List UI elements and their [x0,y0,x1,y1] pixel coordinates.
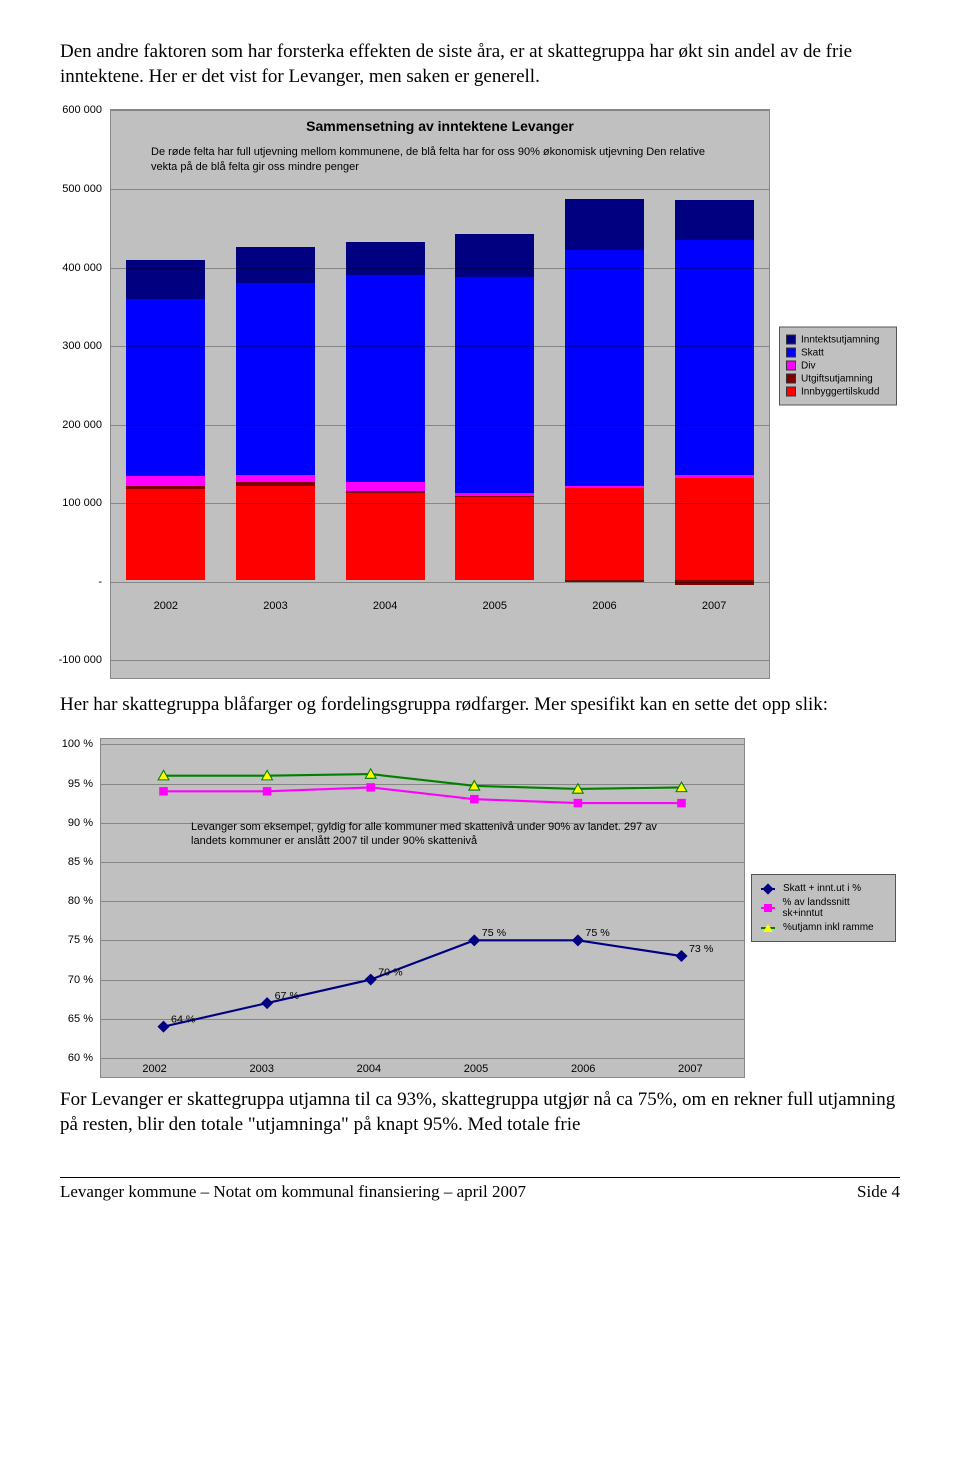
legend-item: %utjamn inkl ramme [757,922,890,933]
x-tick-label: 2006 [571,1063,595,1075]
x-tick-label: 2002 [154,600,178,616]
bar-column [236,247,315,579]
mid-paragraph: Her har skattegruppa blåfarger og fordel… [60,693,900,718]
y-tick-label: 300 000 [62,340,102,352]
y-tick-label: 65 % [68,1013,93,1025]
chart2-lines: 64 % 67 % 70 % 75 % 75 % 73 % [101,739,744,1077]
svg-text:75 %: 75 % [585,927,610,939]
svg-text:73 %: 73 % [689,943,714,955]
chart2-legend: Skatt + innt.ut i % % av landssnitt sk+in… [751,874,896,942]
x-tick-label: 2003 [263,600,287,616]
svg-text:64 %: 64 % [171,1014,196,1026]
svg-text:67 %: 67 % [275,990,300,1002]
chart1-bars [111,110,769,658]
legend-item: Div [786,360,890,371]
y-tick-label: 100 % [62,738,93,750]
bar-column [126,260,205,580]
legend-item: Skatt + innt.ut i % [757,883,890,894]
footer-right: Side 4 [857,1182,900,1202]
legend-item: % av landssnitt sk+inntut [757,897,890,919]
chart1-container: Sammensetning av inntektene Levanger De … [60,109,900,679]
x-tick-label: 2007 [678,1063,702,1075]
chart2-y-axis: 100 % 95 % 90 % 85 % 80 % 75 % 70 % 65 % 60 % [59,739,97,1077]
y-tick-label: 200 000 [62,419,102,431]
chart2-x-axis: 2002 2003 2004 2005 2006 2007 [101,1063,744,1075]
x-tick-label: 2005 [464,1063,488,1075]
y-tick-label: - [98,576,102,588]
x-tick-label: 2004 [357,1063,381,1075]
y-tick-label: 85 % [68,856,93,868]
svg-text:75 %: 75 % [482,927,507,939]
y-tick-label: 75 % [68,934,93,946]
legend-item: Utgiftsutjamning [786,373,890,384]
x-tick-label: 2004 [373,600,397,616]
chart1-x-axis: 2002 2003 2004 2005 2006 2007 [111,600,769,616]
y-tick-label: -100 000 [59,654,102,666]
footer-left: Levanger kommune – Notat om kommunal fin… [60,1182,526,1202]
y-tick-label: 400 000 [62,262,102,274]
legend-item: Skatt [786,347,890,358]
bar-column [455,234,534,580]
legend-item: Inntektsutjamning [786,334,890,345]
chart1-plot-area: Sammensetning av inntektene Levanger De … [110,109,770,679]
chart1-y-axis: 600 000500 000400 000300 000200 000100 0… [56,110,106,678]
x-tick-label: 2007 [702,600,726,616]
intro-paragraph: Den andre faktoren som har forsterka eff… [60,40,900,89]
x-tick-label: 2003 [249,1063,273,1075]
chart2-plot-area: 100 %95 %90 %85 %80 %75 %70 %65 %60 % Le… [100,738,745,1078]
svg-text:70 %: 70 % [378,966,403,978]
bar-column [675,200,754,579]
x-tick-label: 2006 [592,600,616,616]
y-tick-label: 90 % [68,817,93,829]
chart1-legend: Inntektsutjamning Skatt Div Utgiftsutjamnin… [779,326,897,405]
x-tick-label: 2005 [483,600,507,616]
closing-paragraph: For Levanger er skattegruppa utjamna til… [60,1088,900,1137]
y-tick-label: 500 000 [62,183,102,195]
y-tick-label: 60 % [68,1052,93,1064]
chart2-container: 100 %95 %90 %85 %80 %75 %70 %65 %60 % Le… [60,738,900,1078]
y-tick-label: 70 % [68,974,93,986]
y-tick-label: 600 000 [62,104,102,116]
bar-column [565,199,644,580]
y-tick-label: 80 % [68,895,93,907]
x-tick-label: 2002 [142,1063,166,1075]
footer: Levanger kommune – Notat om kommunal fin… [60,1177,900,1202]
y-tick-label: 95 % [68,778,93,790]
bar-column [346,242,425,580]
y-tick-label: 100 000 [62,497,102,509]
legend-item: Innbyggertilskudd [786,386,890,397]
